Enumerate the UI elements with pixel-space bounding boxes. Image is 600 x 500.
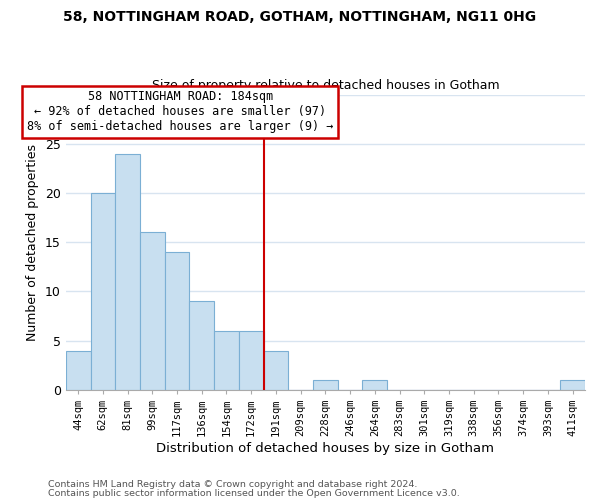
Text: Contains public sector information licensed under the Open Government Licence v3: Contains public sector information licen…: [48, 489, 460, 498]
Y-axis label: Number of detached properties: Number of detached properties: [26, 144, 40, 340]
Title: Size of property relative to detached houses in Gotham: Size of property relative to detached ho…: [152, 79, 499, 92]
Bar: [164, 252, 190, 390]
Text: Contains HM Land Registry data © Crown copyright and database right 2024.: Contains HM Land Registry data © Crown c…: [48, 480, 418, 489]
Bar: [313, 380, 338, 390]
Bar: [140, 232, 164, 390]
X-axis label: Distribution of detached houses by size in Gotham: Distribution of detached houses by size …: [157, 442, 494, 455]
Bar: [91, 193, 115, 390]
Bar: [263, 350, 289, 390]
Bar: [190, 302, 214, 390]
Text: 58, NOTTINGHAM ROAD, GOTHAM, NOTTINGHAM, NG11 0HG: 58, NOTTINGHAM ROAD, GOTHAM, NOTTINGHAM,…: [64, 10, 536, 24]
Bar: [66, 350, 91, 390]
Bar: [362, 380, 387, 390]
Text: 58 NOTTINGHAM ROAD: 184sqm
← 92% of detached houses are smaller (97)
8% of semi-: 58 NOTTINGHAM ROAD: 184sqm ← 92% of deta…: [27, 90, 334, 134]
Bar: [560, 380, 585, 390]
Bar: [214, 331, 239, 390]
Bar: [115, 154, 140, 390]
Bar: [239, 331, 263, 390]
